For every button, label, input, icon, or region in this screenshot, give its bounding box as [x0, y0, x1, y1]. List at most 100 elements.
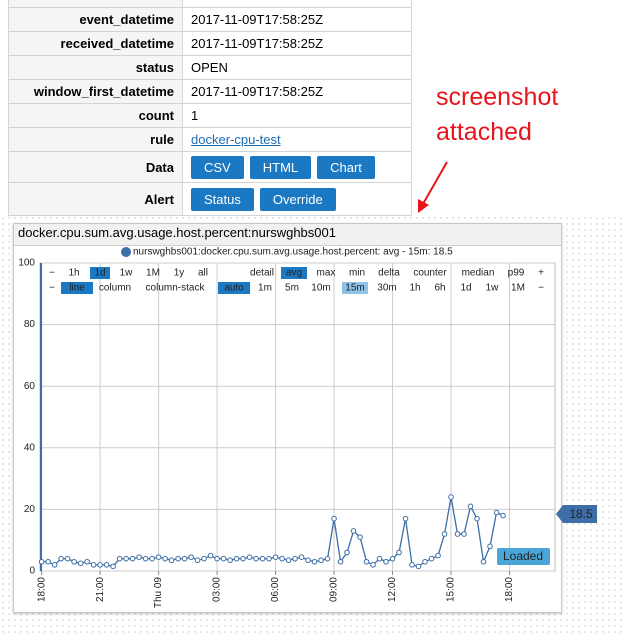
data-point [396, 549, 402, 556]
toolbar-option[interactable]: 10m [311, 283, 330, 294]
toolbar-option[interactable]: 15m [345, 283, 364, 294]
button[interactable]: Override [259, 187, 336, 211]
field-value: docker-cpu-test [182, 127, 412, 152]
toolbar-option[interactable]: 1w [120, 268, 134, 279]
toolbar-option[interactable]: column-stack [146, 283, 206, 294]
toolbar-option[interactable]: 1d [94, 268, 105, 279]
toolbar-option[interactable]: 1M [511, 283, 525, 294]
data-point [240, 555, 246, 562]
row: status OPEN [8, 55, 412, 80]
data-point [324, 555, 331, 562]
field-value: 1 [182, 103, 412, 128]
toolbar-option[interactable]: p99 [508, 268, 525, 279]
toolbar-option[interactable]: − [538, 283, 544, 294]
toolbar-option[interactable]: 5m [285, 283, 299, 294]
toolbar-option[interactable]: 1m [258, 283, 272, 294]
toolbar-option[interactable]: delta [378, 268, 400, 279]
data-point [500, 512, 506, 519]
toolbar-option[interactable]: avg [286, 268, 302, 279]
field-value: 2017-11-09T17:58:25Z [182, 31, 412, 56]
toolbar-option[interactable]: 1h [68, 268, 79, 279]
button[interactable]: Chart [317, 155, 375, 179]
data-point [253, 555, 259, 562]
data-point [220, 555, 227, 562]
data-point [97, 562, 103, 568]
data-point [448, 494, 454, 500]
data-point [409, 562, 415, 568]
toolbar-option[interactable]: auto [224, 283, 244, 294]
data-point [383, 558, 389, 565]
data-point [487, 543, 493, 550]
button[interactable]: HTML [249, 155, 312, 179]
toolbar-selected [90, 267, 110, 279]
data-point [357, 534, 363, 540]
toolbar-option[interactable]: median [462, 268, 495, 279]
data-point [136, 554, 142, 560]
toolbar-option[interactable]: 1y [174, 268, 185, 279]
toolbar-option[interactable]: − [49, 268, 55, 279]
arrowhead [418, 199, 429, 213]
toolbar-option[interactable]: counter [413, 268, 447, 279]
arrow [422, 161, 448, 205]
toolbar-option[interactable]: detail [250, 268, 274, 279]
field-value: 2017-11-09T17:58:25Z [182, 7, 412, 32]
button[interactable]: Status [191, 187, 254, 211]
data-point [272, 554, 279, 560]
x-tick-label: 12:00 [387, 577, 398, 602]
data-point [84, 558, 90, 565]
data-point [279, 555, 285, 562]
data-point [123, 555, 129, 562]
toolbar-option[interactable]: 30m [377, 283, 396, 294]
data-point [116, 555, 123, 562]
field-name: status [8, 55, 183, 80]
y-tick-label: 0 [29, 566, 35, 577]
field-name: received_datetime [8, 31, 183, 56]
y-tick-label: 100 [18, 258, 35, 269]
toolbar-option[interactable]: all [198, 268, 208, 279]
value-badge-label: 18.5 [569, 507, 593, 521]
toolbar-option[interactable]: 1M [146, 268, 160, 279]
data-point [227, 557, 233, 564]
field-name: window_first_datetime [8, 79, 183, 104]
chart-title: docker.cpu.sum.avg.usage.host.percent:nu… [14, 224, 561, 246]
data-point [207, 552, 214, 559]
data-point [110, 563, 116, 570]
toolbar-option[interactable]: max [317, 268, 336, 279]
toolbar-option[interactable]: 6h [434, 283, 445, 294]
toolbar-option[interactable]: column [99, 283, 131, 294]
legend-label: nurswghbs001:docker.cpu.sum.avg.usage.ho… [133, 247, 453, 258]
data-point [305, 557, 311, 564]
annotation: screenshot [436, 83, 559, 111]
toolbar-option[interactable]: + [538, 268, 544, 279]
data-point [162, 555, 168, 562]
toolbar-selected [218, 282, 250, 294]
toolbar-option[interactable]: 1d [460, 283, 471, 294]
data-point [337, 558, 344, 565]
toolbar-option[interactable]: 1h [409, 283, 420, 294]
data-point [422, 558, 428, 565]
toolbar-option[interactable]: − [49, 283, 55, 294]
data-point [103, 562, 110, 568]
toolbar-option[interactable]: line [69, 283, 85, 294]
data-point [402, 515, 409, 522]
data-point [90, 562, 97, 568]
x-tick-label: 09:00 [329, 577, 340, 602]
row: event_datetime 2017-11-09T17:58:25Z [8, 7, 412, 32]
annotation: attached [436, 118, 532, 146]
x-tick-label: 03:00 [212, 577, 223, 602]
x-tick-label: 15:00 [446, 577, 457, 602]
button[interactable]: CSV [191, 155, 244, 179]
data-point [142, 555, 149, 562]
data-point [292, 555, 298, 562]
toolbar-option[interactable]: min [349, 268, 365, 279]
rule-link[interactable]: docker-cpu-test [191, 132, 281, 147]
data-point [233, 555, 240, 562]
data-point [318, 557, 324, 564]
data-point [441, 531, 448, 537]
data-point [350, 528, 357, 534]
data-point [64, 555, 71, 562]
data-point [311, 558, 318, 565]
toolbar-selected [342, 282, 368, 294]
toolbar-option[interactable]: 1w [486, 283, 500, 294]
